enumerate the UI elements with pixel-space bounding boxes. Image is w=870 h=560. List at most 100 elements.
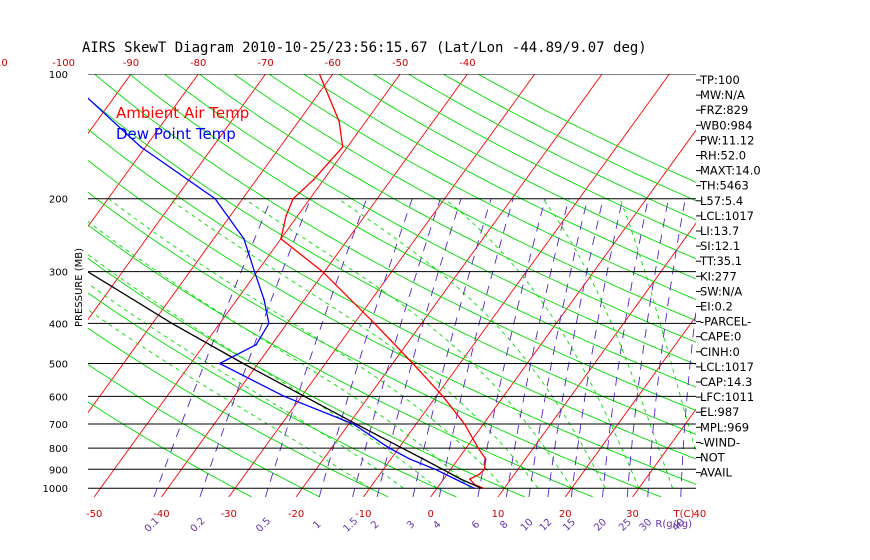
index-item: LCL:1017: [700, 209, 754, 223]
pressure-tick-label: 400: [49, 319, 68, 330]
ambient-air-temp-point: [292, 197, 294, 200]
parcel-point: [171, 322, 173, 325]
pressure-axis-label: PRESSURE (MB): [74, 248, 85, 327]
ambient-air-temp-point: [478, 473, 481, 476]
parcel-curve: [88, 271, 482, 489]
pressure-tick-label: 800: [49, 444, 68, 455]
index-item: TP:100: [699, 73, 740, 87]
dry-adiabat-line: [88, 97, 696, 435]
moist-adiabat-line: [88, 220, 471, 489]
mixing-ratio-unit: R(g/kg): [655, 519, 692, 530]
mixing-ratio-label: 1: [311, 519, 323, 531]
index-item: MAXT:14.0: [700, 164, 761, 178]
dry-adiabat-line: [88, 191, 662, 497]
dew-point-temp-point: [473, 487, 475, 490]
mixing-ratio-label: 3: [405, 519, 417, 531]
index-item: KI:277: [700, 269, 737, 283]
ambient-air-temp-point: [312, 178, 315, 181]
index-item: LFC:1011: [700, 390, 754, 404]
parcel-point: [441, 468, 444, 471]
ambient-air-temp-point: [463, 423, 466, 425]
dew-point-temp-point: [352, 423, 355, 425]
pressure-tick-label: 300: [49, 268, 68, 279]
dew-point-temp-point: [268, 322, 270, 325]
dew-point-temp-point: [243, 238, 245, 240]
legend-dew-point-temp: Dew Point Temp: [116, 125, 236, 143]
bottom-temp-tick: -30: [221, 509, 237, 520]
dew-point-temp-point: [388, 447, 391, 449]
isotherm-line: [767, 74, 870, 497]
dry-adiabat-line: [442, 74, 696, 202]
dry-adiabat-line: [88, 327, 389, 497]
dry-adiabat-line: [94, 74, 696, 411]
bottom-temp-tick: -10: [355, 509, 371, 520]
top-temp-tick: -80: [190, 58, 206, 69]
index-item: LI:13.7: [700, 224, 739, 238]
mixing-ratio-line: [376, 198, 462, 497]
moist-adiabat-line: [108, 198, 505, 489]
pressure-tick-label: 900: [49, 465, 68, 476]
index-item: -WIND-: [700, 435, 740, 449]
bottom-temp-tick: 20: [559, 509, 572, 520]
mixing-ratio-line: [438, 198, 514, 497]
index-item: LCL:1017: [700, 360, 754, 374]
mixing-ratio-label: 6: [470, 519, 482, 531]
dry-adiabat-line: [198, 74, 696, 343]
isotherm-line: [88, 74, 199, 228]
index-item: NOT: [700, 451, 726, 465]
mixing-ratio-line: [547, 198, 604, 497]
pressure-tick-label: 600: [49, 392, 68, 403]
ambient-air-temp-point: [285, 215, 287, 217]
index-item: L57:5.4: [700, 194, 743, 208]
grid-layer: [88, 74, 870, 497]
index-item: MW:N/A: [700, 88, 745, 102]
mixing-ratio-label: 10: [519, 517, 536, 534]
pressure-tick-label: 1000: [43, 484, 68, 495]
moist-adiabat-line: [88, 253, 438, 489]
ambient-air-temp-point: [280, 238, 282, 240]
parcel-point: [355, 423, 358, 425]
dew-point-temp-point: [218, 362, 221, 365]
mixing-ratio-line: [318, 198, 413, 497]
top-temp-tick: -40: [459, 58, 475, 69]
moist-adiabat-line: [619, 198, 696, 455]
parcel-point: [242, 362, 244, 365]
index-item: WB0:984: [700, 118, 752, 132]
mixing-ratio-label: 30: [638, 517, 655, 534]
dry-adiabat-line: [88, 292, 457, 497]
mixing-ratio-line: [153, 198, 272, 497]
mixing-ratio-label: 0.5: [254, 516, 273, 535]
curve-layer: [88, 74, 487, 490]
dry-adiabat-line: [268, 74, 696, 301]
mixing-ratio-line: [528, 198, 589, 497]
dry-adiabat-line: [88, 257, 525, 497]
bottom-temp-tick: 10: [492, 509, 505, 520]
ambient-air-temp-point: [412, 362, 414, 365]
mixing-ratio-line: [265, 198, 368, 497]
parcel-point: [88, 270, 89, 273]
legend-ambient-air-temp: Ambient Air Temp: [116, 104, 249, 122]
index-item: SW:N/A: [700, 284, 742, 298]
index-item: CINH:0: [700, 345, 740, 359]
dry-adiabat-line: [164, 74, 696, 365]
ambient-air-temp-point: [482, 487, 485, 490]
dry-adiabat-line: [408, 74, 696, 221]
temp-axis-label: T(C): [673, 509, 695, 520]
ambient-air-temp-point: [373, 322, 376, 325]
ambient-air-temp-point: [477, 447, 480, 449]
index-item: TT:35.1: [699, 254, 742, 268]
ambient-air-temp-point: [469, 478, 471, 480]
bottom-temp-tick: 40: [693, 509, 706, 520]
dew-point-temp-point: [263, 298, 265, 301]
isotherm-line: [228, 74, 536, 497]
index-item: -PARCEL-: [700, 315, 751, 329]
dew-point-temp-point: [140, 146, 142, 148]
ambient-air-temp-point: [341, 146, 344, 148]
dry-adiabat-line: [477, 74, 696, 183]
pressure-tick-label: 200: [49, 195, 68, 206]
dew-point-temp-point: [253, 270, 256, 273]
isotherm-line: [93, 74, 401, 497]
isotherm-line: [88, 74, 266, 321]
mixing-ratio-label: 20: [592, 517, 609, 534]
isotherm-line: [632, 408, 696, 497]
